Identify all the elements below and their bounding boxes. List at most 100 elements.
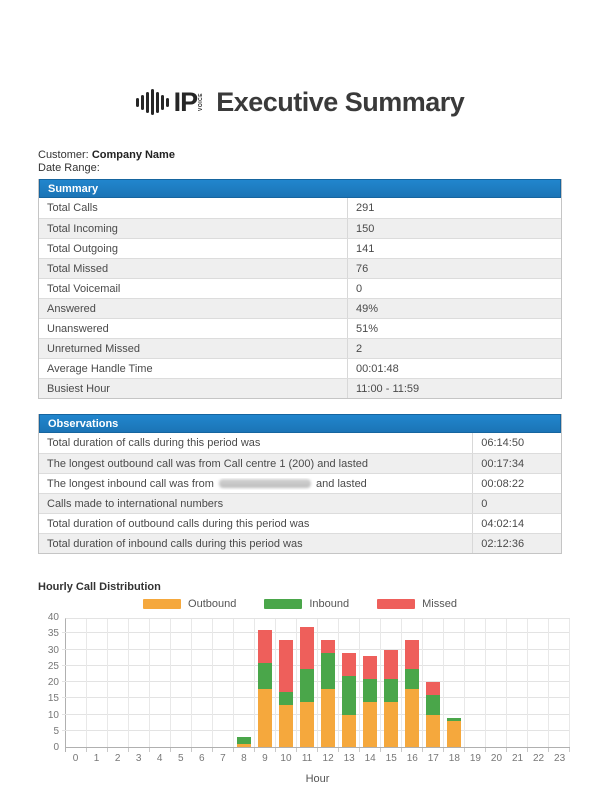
bar-segment-inbound (279, 691, 293, 705)
row-label: Answered (47, 302, 96, 315)
x-tick (213, 748, 234, 752)
x-axis-ticks (65, 748, 570, 752)
table-row: Total duration of calls during this peri… (39, 433, 561, 453)
row-value: 141 (346, 239, 561, 258)
stacked-bar (342, 652, 356, 747)
chart-column (87, 619, 108, 747)
x-tick (381, 748, 402, 752)
logo-subtext: VOICE (198, 92, 205, 111)
hourly-call-chart: 0 5 10 15 20 25 30 35 40 0 1 2 3 4 5 6 7 8 9 10 11 12 13 14 15 1… (38, 613, 570, 785)
table-row: Total Incoming 150 (39, 218, 561, 238)
table-row: The longest inbound call was from and la… (39, 473, 561, 493)
table-row: Answered 49% (39, 298, 561, 318)
x-tick-label: 14 (364, 753, 376, 764)
table-row: Unreturned Missed 2 (39, 338, 561, 358)
row-value: 76 (346, 259, 561, 278)
x-tick (507, 748, 528, 752)
row-value: 2 (346, 339, 561, 358)
x-tick (528, 748, 549, 752)
date-range-label: Date Range: (38, 162, 100, 174)
stacked-bar (237, 737, 251, 747)
bar-segment-outbound (405, 688, 419, 747)
bar-segment-outbound (426, 714, 440, 747)
chart-column (171, 619, 192, 747)
chart-column (360, 619, 381, 747)
x-tick-label: 12 (322, 753, 334, 764)
table-row: Total Missed 76 (39, 258, 561, 278)
x-tick-label: 22 (532, 753, 545, 764)
x-axis-labels: 0 1 2 3 4 5 6 7 8 9 10 11 12 13 14 15 16 17 18 19 20 21 22 23 (65, 753, 570, 764)
row-label: Unreturned Missed (47, 342, 140, 355)
legend-swatch-missed (377, 598, 416, 609)
x-tick-label: 11 (301, 753, 313, 764)
stacked-bar (321, 639, 335, 747)
row-value: 00:01:48 (346, 359, 561, 378)
table-row: Total Calls 291 (39, 198, 561, 218)
x-tick-label: 8 (241, 753, 247, 764)
x-tick (192, 748, 213, 752)
x-tick-label: 19 (469, 753, 481, 764)
row-label: Total Missed (47, 262, 109, 275)
ipvoice-logo: IP VOICE (135, 86, 205, 118)
stacked-bar (447, 717, 461, 747)
bar-segment-missed (426, 682, 440, 695)
bar-segment-missed (384, 649, 398, 679)
row-value: 11:00 - 11:59 (346, 379, 561, 398)
row-value: 49% (346, 299, 561, 318)
x-tick (423, 748, 444, 752)
x-tick-label: 15 (385, 753, 397, 764)
row-label: Average Handle Time (47, 362, 153, 375)
chart-column (255, 619, 276, 747)
x-axis-title: Hour (305, 773, 330, 785)
x-tick-label: 7 (220, 753, 226, 764)
x-tick-label: 9 (262, 753, 268, 764)
row-label: Total Incoming (47, 222, 118, 235)
x-tick (255, 748, 276, 752)
row-label: Total duration of inbound calls during t… (47, 537, 303, 550)
x-tick-label: 4 (156, 753, 163, 764)
x-tick (65, 748, 87, 752)
row-label: Total duration of calls during this peri… (47, 437, 261, 449)
stacked-bar (405, 639, 419, 747)
chart-column (108, 619, 129, 747)
row-value: 00:08:22 (472, 474, 561, 493)
report-header: IP VOICE Executive Summary (0, 84, 600, 120)
chart-column (276, 619, 297, 747)
bar-segment-outbound (363, 701, 377, 747)
bar-segment-inbound (321, 652, 335, 689)
date-range-line: Date Range: (38, 162, 562, 175)
chart-column (318, 619, 339, 747)
x-tick (108, 748, 129, 752)
row-label: Unanswered (47, 322, 109, 335)
chart-column (213, 619, 234, 747)
row-value: 04:02:14 (472, 514, 561, 533)
bar-segment-missed (279, 639, 293, 692)
logo-text: IP (173, 86, 198, 117)
y-tick-label: 20 (47, 677, 59, 688)
bar-segment-missed (342, 652, 356, 676)
row-value: 00:17:34 (472, 454, 561, 473)
chart-column (423, 619, 444, 747)
bar-segment-missed (258, 630, 272, 663)
stacked-bar (279, 639, 293, 747)
waveform-icon (135, 89, 169, 115)
row-value: 51% (346, 319, 561, 338)
plot-area (62, 618, 570, 748)
x-tick (549, 748, 570, 752)
table-row: Calls made to international numbers 0 (39, 493, 561, 513)
x-tick-label: 2 (114, 753, 121, 764)
row-value: 291 (346, 198, 561, 218)
row-label: The longest outbound call was from Call … (47, 457, 369, 470)
y-tick-label: 30 (47, 644, 59, 656)
table-row: Average Handle Time 00:01:48 (39, 358, 561, 378)
table-row: Total Outgoing 141 (39, 238, 561, 258)
summary-table: Summary Total Calls 291 Total Incoming 150 T… (38, 179, 562, 399)
stacked-bar (300, 626, 314, 747)
stacked-bar (426, 682, 440, 747)
x-tick (465, 748, 486, 752)
chart-column (339, 619, 360, 747)
bar-segment-missed (405, 639, 419, 669)
bar-segment-outbound (321, 688, 335, 747)
x-tick (234, 748, 255, 752)
